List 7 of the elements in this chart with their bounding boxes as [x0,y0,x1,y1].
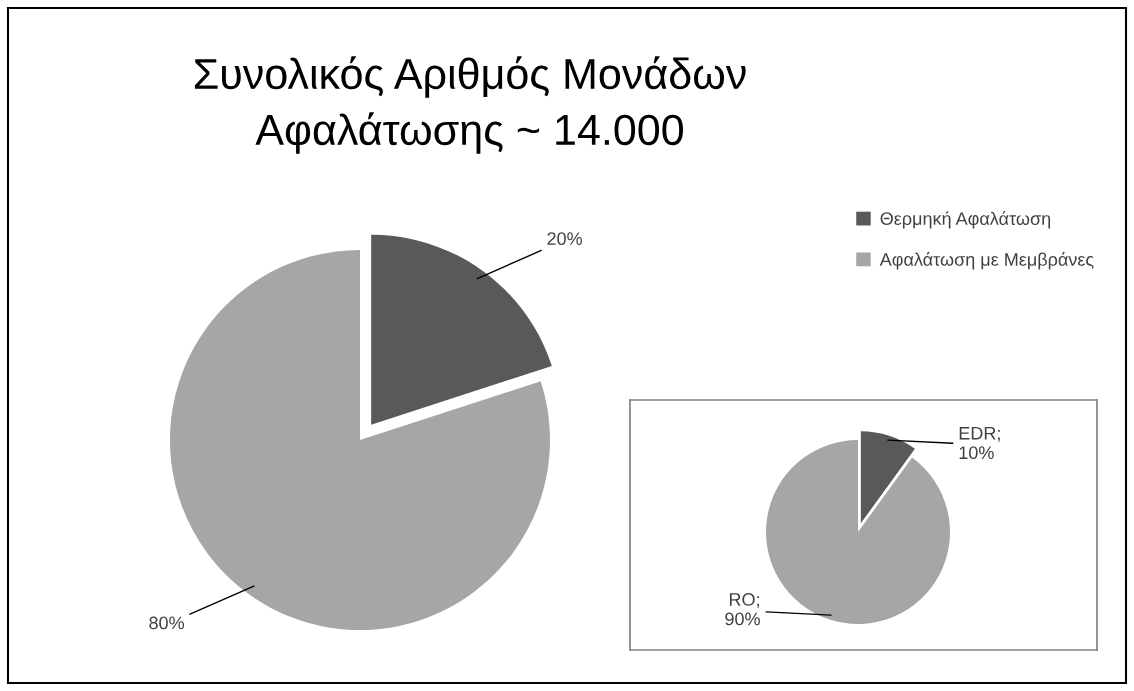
legend-label: Αφαλάτωση με Μεμβράνες [879,252,1094,270]
data-label: 80% [149,616,185,630]
chart-title: Συνολικός Αριθμός Μονάδων Αφαλάτωσης ~ 14.000 [194,56,746,154]
data-label: 20% [547,232,583,246]
slice-label: EDR; 10% [959,427,1000,460]
legend-label: Θερμηκή Αφαλάτωση [880,211,1050,229]
slice-label: RO; 90% [725,593,760,626]
